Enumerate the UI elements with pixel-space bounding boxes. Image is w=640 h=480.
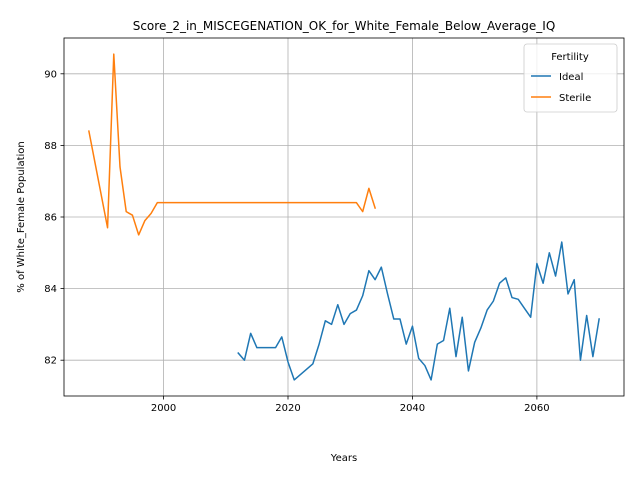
axis-ticks: 2000 2020 2040 2060 82 84 86 88 90 [44,69,549,414]
data-series [88,53,600,381]
y-axis-label: % of White_Female Population [16,141,27,292]
series-line-sterile [88,53,377,236]
x-tick-label: 2000 [151,403,176,414]
y-tick-label: 90 [44,69,57,80]
legend-title: Fertility [551,52,589,63]
y-tick-label: 86 [44,213,57,224]
chart-title: Score_2_in_MISCEGENATION_OK_for_White_Fe… [133,19,556,33]
legend: Fertility Ideal Sterile [523,43,618,113]
y-tick-label: 84 [44,284,57,295]
legend-box [523,43,618,113]
legend-label-ideal: Ideal [559,72,583,83]
x-axis-label: Years [330,453,357,464]
y-tick-label: 82 [44,356,57,367]
legend-label-sterile: Sterile [559,93,591,104]
x-tick-label: 2060 [524,403,549,414]
y-tick-label: 88 [44,141,57,152]
series-line-ideal [237,241,600,381]
x-tick-label: 2020 [275,403,300,414]
x-tick-label: 2040 [400,403,425,414]
